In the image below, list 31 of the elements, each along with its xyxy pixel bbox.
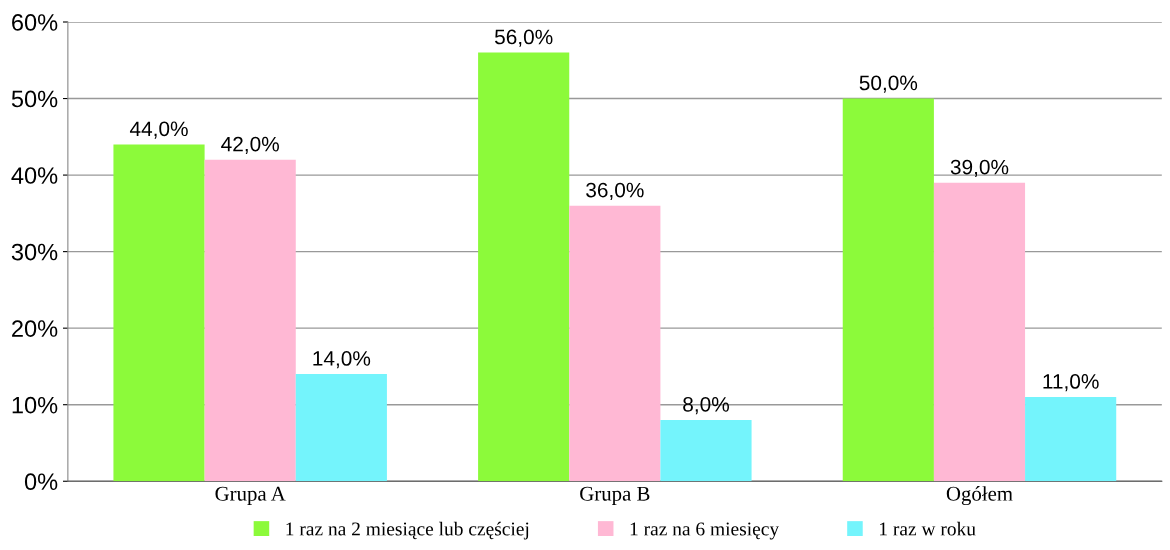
y-tick-label: 40% xyxy=(11,167,58,184)
data-label: 56,0% xyxy=(494,29,553,47)
y-tick-label: 10% xyxy=(12,396,58,414)
data-label: 39,0% xyxy=(950,159,1009,177)
legend-label: 1 raz na 2 miesiące lub częściej xyxy=(286,521,529,540)
x-tick-label: Grupa B xyxy=(580,486,650,505)
data-label: 42,0% xyxy=(221,136,279,154)
data-label: 8,0% xyxy=(683,396,729,415)
x-tick-label: Grupa A xyxy=(215,486,286,505)
bar xyxy=(204,159,296,482)
bar xyxy=(1025,397,1117,482)
y-tick-label: 20% xyxy=(12,320,58,337)
bar xyxy=(295,374,387,482)
data-label: 14,0% xyxy=(313,351,371,369)
data-label: 11,0% xyxy=(1043,374,1099,392)
x-tick-label: Ogółem xyxy=(946,486,1013,506)
y-tick-label: 50% xyxy=(11,90,58,108)
legend-label: 1 raz na 6 miesięcy xyxy=(630,522,780,540)
bar xyxy=(478,52,570,482)
data-label: 50,0% xyxy=(859,75,918,93)
bar xyxy=(569,205,661,482)
bar xyxy=(933,182,1026,482)
bar xyxy=(660,420,752,482)
data-label: 36,0% xyxy=(586,182,644,200)
bar xyxy=(842,98,934,482)
y-tick-label: 30% xyxy=(11,243,58,261)
bar xyxy=(113,144,205,482)
y-tick-label: 0% xyxy=(24,473,58,491)
legend-label: 1 raz w roku xyxy=(880,521,976,536)
data-label: 44,0% xyxy=(129,121,188,139)
y-tick-label: 60% xyxy=(12,14,58,31)
